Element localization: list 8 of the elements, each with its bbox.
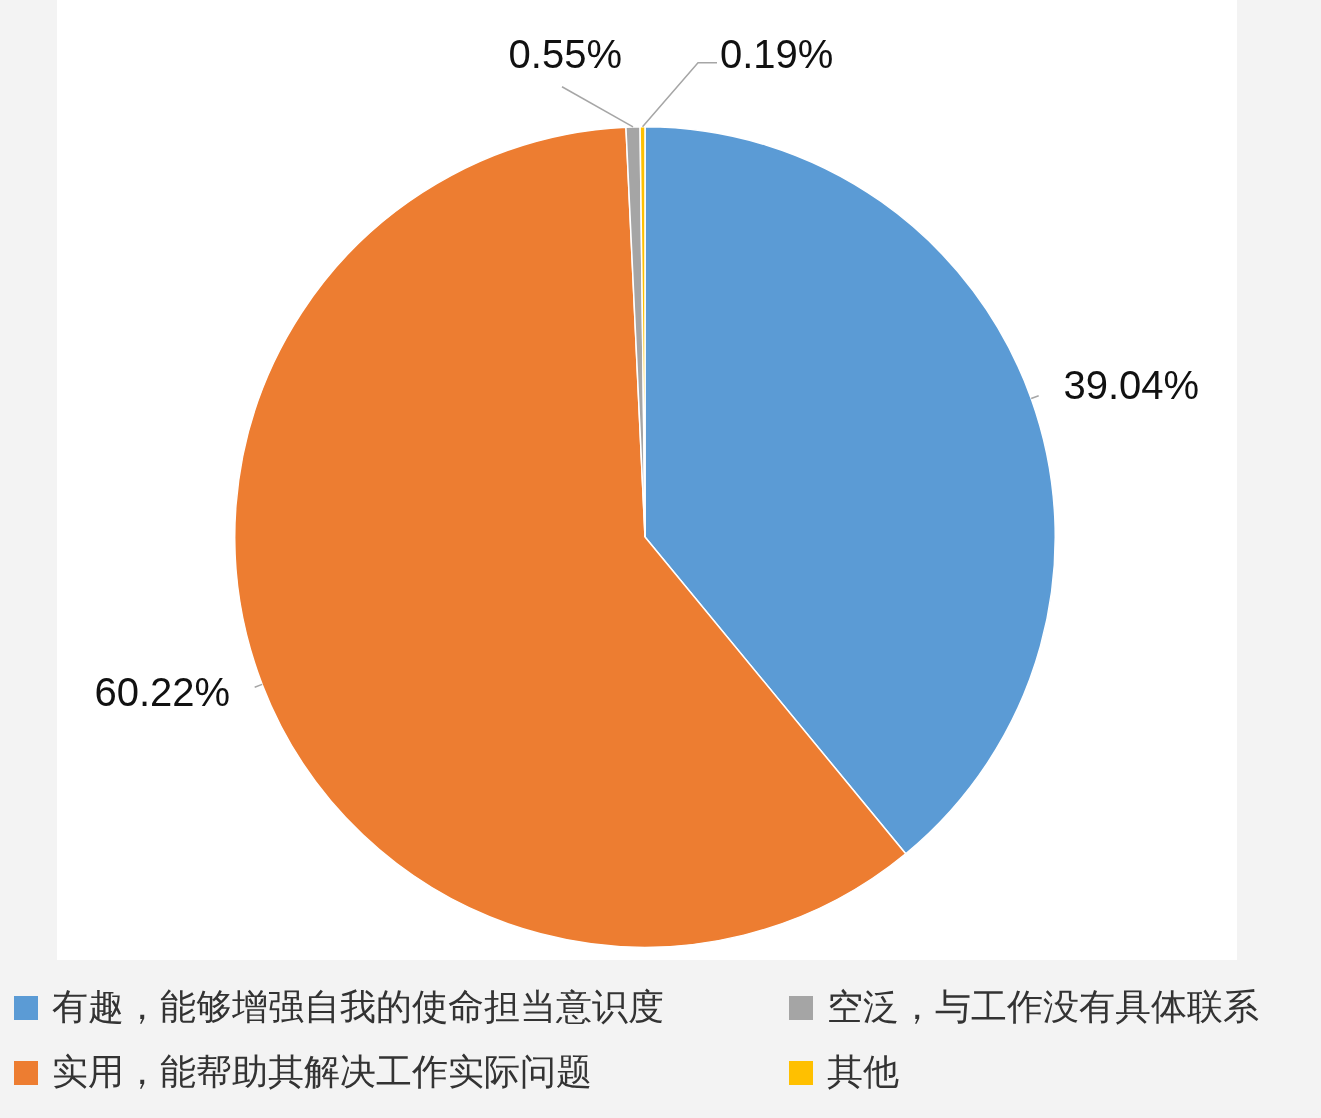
data-label: 0.19% (720, 31, 834, 76)
legend-label: 有趣，能够增强自我的使命担当意识度 (52, 985, 664, 1029)
legend-label: 实用，能帮助其解决工作实际问题 (52, 1050, 592, 1094)
data-label: 39.04% (1063, 363, 1200, 408)
legend-label: 空泛，与工作没有具体联系 (827, 985, 1259, 1029)
data-label: 60.22% (94, 670, 231, 715)
data-label: 0.55% (508, 31, 622, 76)
legend-label: 其他 (827, 1050, 899, 1094)
